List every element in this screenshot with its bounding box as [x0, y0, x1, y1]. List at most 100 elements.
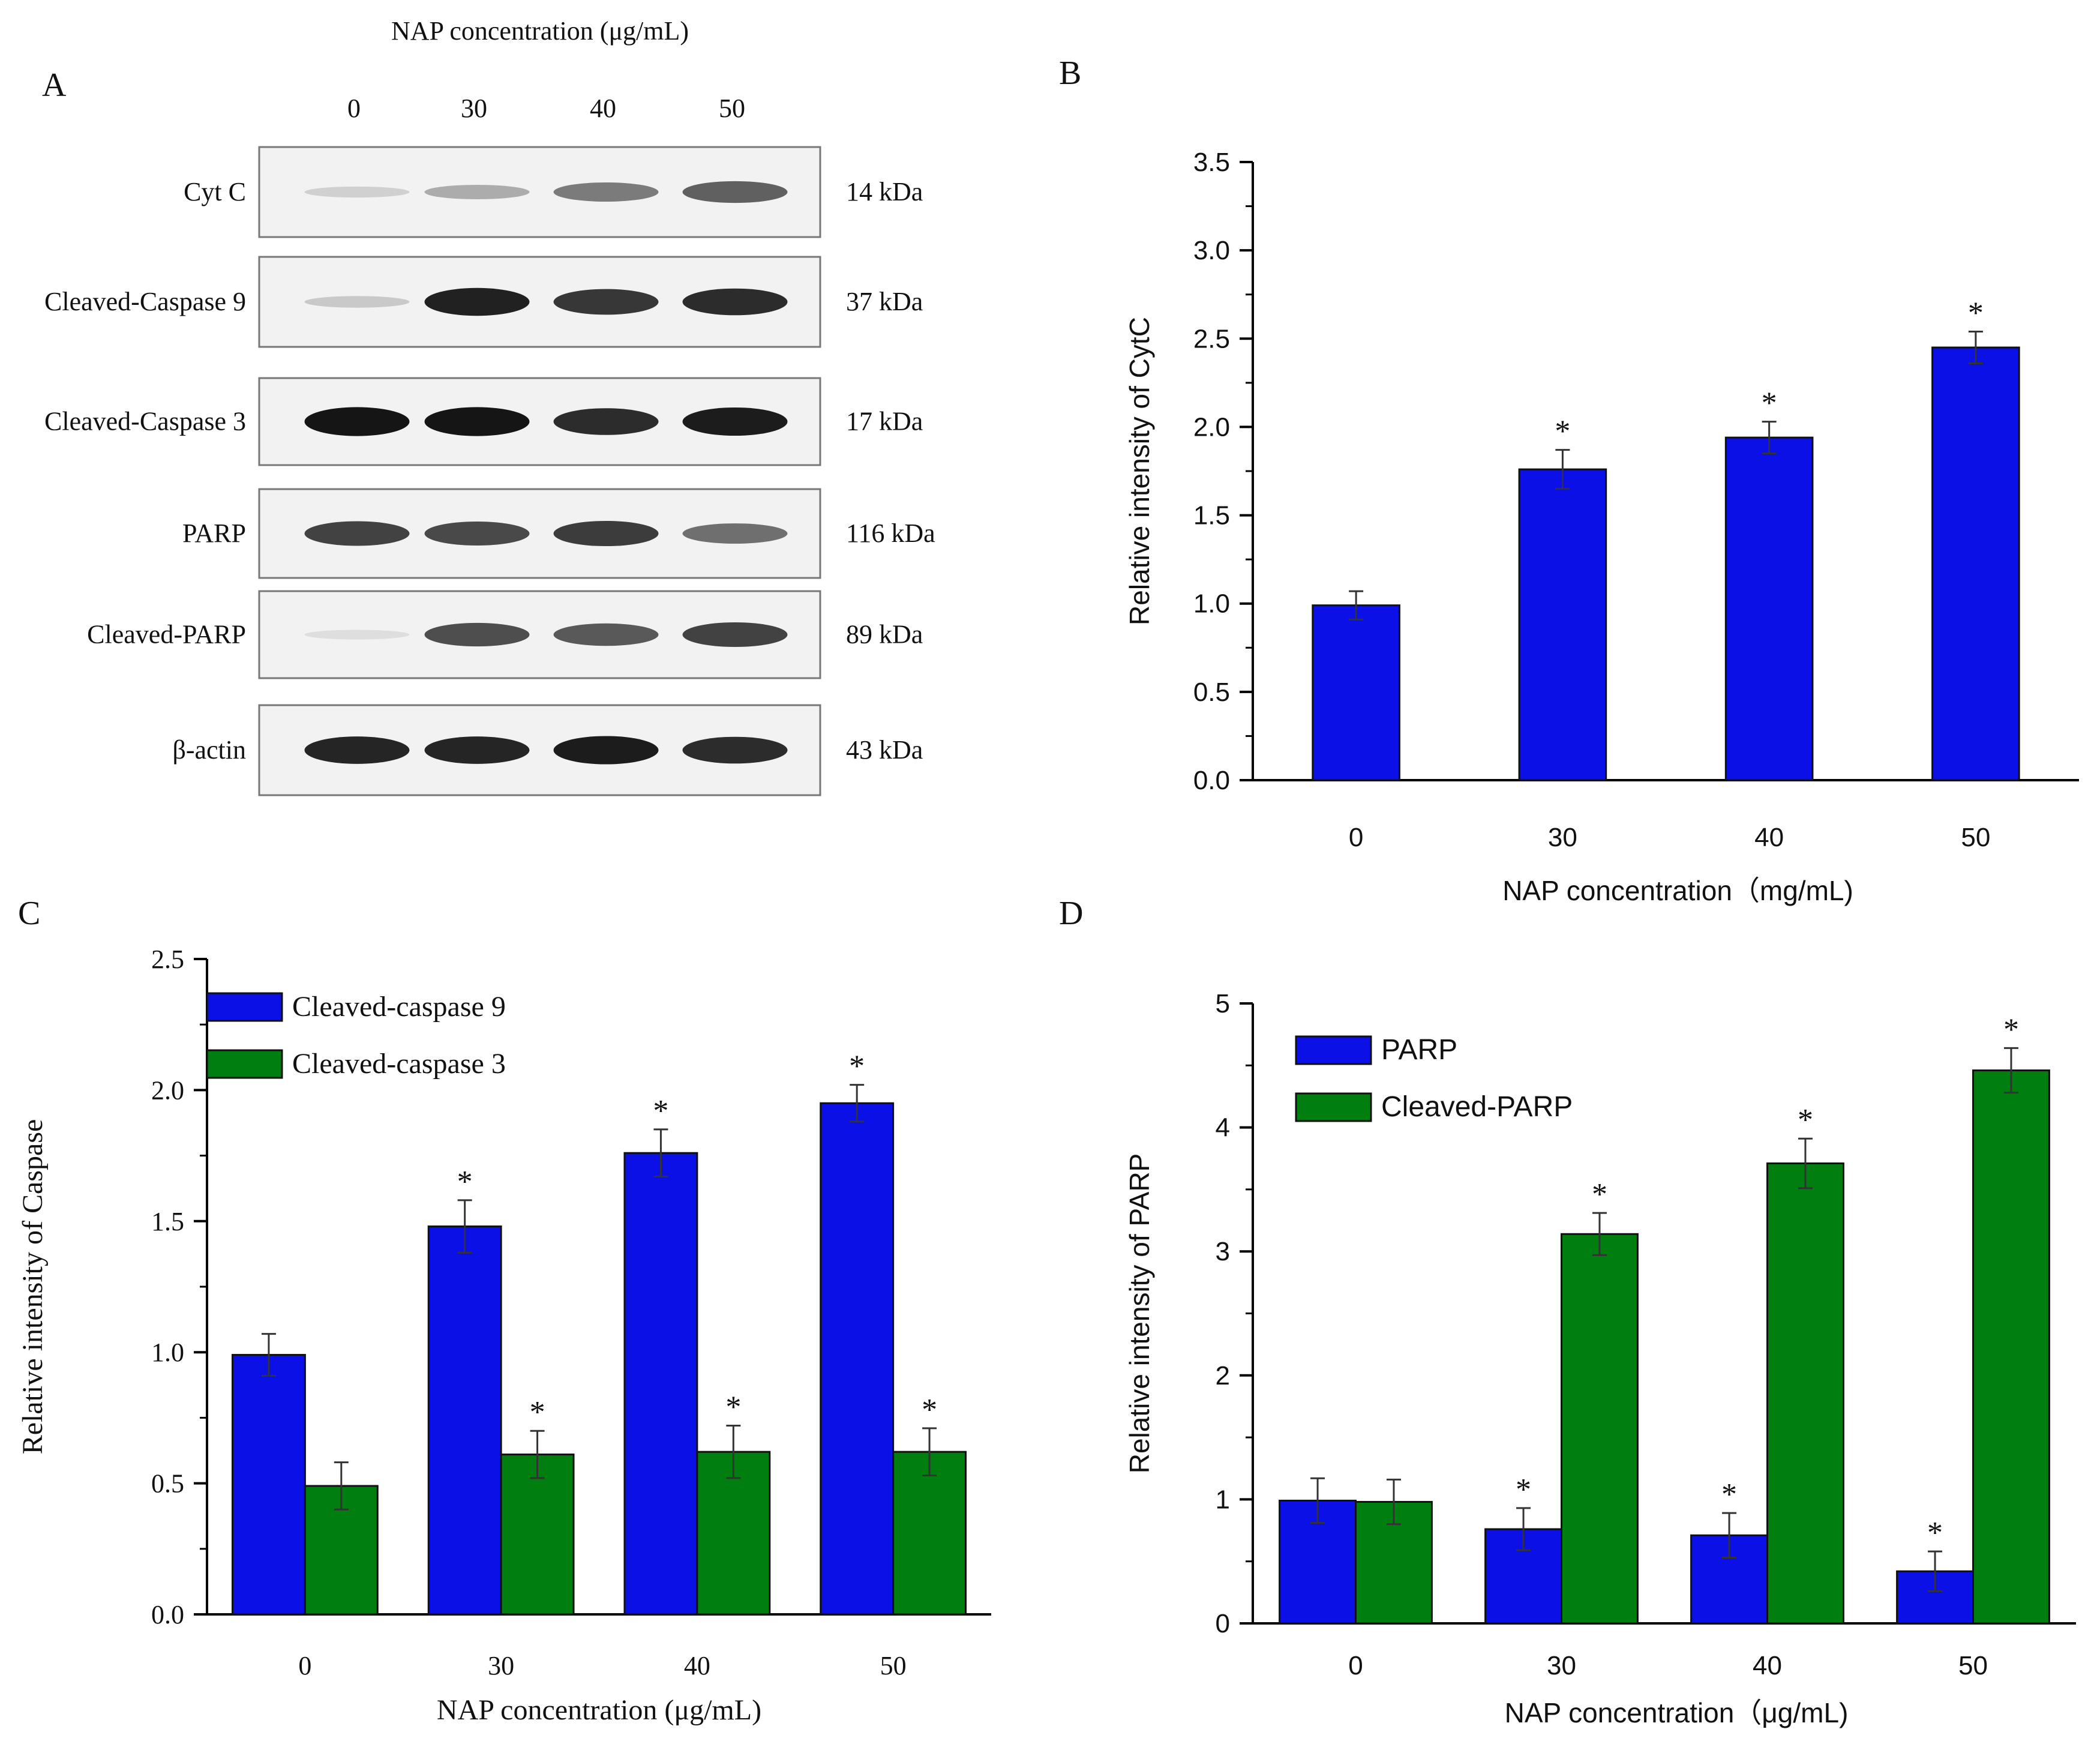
- panel-label-a: A: [42, 67, 67, 104]
- legend-label: Cleaved-caspase 3: [292, 1048, 506, 1080]
- blot-band: [682, 288, 788, 316]
- significance-marker: *: [1927, 1516, 1943, 1550]
- protein-label: PARP: [182, 519, 246, 548]
- significance-marker: *: [1516, 1473, 1531, 1507]
- blot-band: [682, 736, 788, 764]
- bar: [1931, 346, 2020, 781]
- legend-label: Cleaved-PARP: [1381, 1091, 1573, 1123]
- panel-label-d: D: [1059, 895, 1083, 932]
- blot-row: Cleaved-PARP 89 kDa: [87, 590, 923, 679]
- x-tick-label: 0: [1349, 823, 1363, 852]
- y-tick-label: 3.0: [1193, 236, 1230, 265]
- blot-rows: Cyt C 14 kDa Cleaved-Caspase 9 37 kDa Cleave…: [44, 146, 935, 796]
- y-axis-label: Relative intensity of Caspase: [17, 1119, 49, 1455]
- y-axis-label: Relative intensity of CytC: [1124, 317, 1155, 625]
- blot-header: NAP concentration (μg/mL): [391, 16, 689, 46]
- blot-band: [553, 520, 659, 547]
- kda-label: 14 kDa: [846, 177, 923, 206]
- western-blot-panel: A NAP concentration (μg/mL) 0 30 40 50 Cyt …: [42, 16, 935, 796]
- x-tick-label: 30: [1547, 1651, 1576, 1680]
- significance-marker: *: [1798, 1103, 1813, 1137]
- x-tick-label: 50: [1961, 823, 1990, 852]
- y-tick-label: 1.0: [1193, 589, 1230, 619]
- y-tick-label: 2.0: [151, 1075, 184, 1105]
- y-tick-label: 1.5: [151, 1207, 184, 1236]
- x-axis-label: NAP concentration（μg/mL): [1505, 1697, 1849, 1728]
- y-tick-label: 0.5: [1193, 678, 1230, 707]
- significance-marker: *: [457, 1165, 473, 1199]
- blot-band: [682, 622, 788, 647]
- blot-band: [424, 407, 530, 436]
- bar: [231, 1354, 306, 1616]
- significance-marker: *: [653, 1094, 668, 1128]
- blot-row: Cyt C 14 kDa: [184, 146, 923, 238]
- y-tick-label: 1: [1216, 1485, 1230, 1514]
- blot-band: [682, 523, 788, 544]
- significance-marker: *: [1592, 1177, 1607, 1212]
- lane-label: 0: [347, 94, 361, 123]
- lane-label: 30: [461, 94, 487, 123]
- kda-label: 17 kDa: [846, 407, 923, 436]
- blot-band: [304, 186, 410, 198]
- blot-band: [553, 182, 659, 202]
- bar: [1972, 1069, 2050, 1625]
- bar: [500, 1454, 575, 1616]
- kda-label: 43 kDa: [846, 735, 923, 765]
- y-tick-label: 2.5: [1193, 324, 1230, 353]
- blot-band: [682, 407, 788, 436]
- y-tick-label: 3.5: [1193, 148, 1230, 177]
- y-tick-label: 1.5: [1193, 501, 1230, 531]
- y-axis-label: Relative intensity of PARP: [1124, 1153, 1155, 1474]
- legend: PARP Cleaved-PARP: [1295, 1034, 1573, 1123]
- blot-band: [682, 181, 788, 203]
- x-tick-label: 50: [1958, 1651, 1988, 1680]
- chart-panel-b: B 0.0 0.5 1.0 1.5 2.0 2.5 3.0 3.5 Relative inten…: [1059, 55, 2079, 906]
- legend-swatch: [1295, 1092, 1372, 1122]
- legend: Cleaved-caspase 9 Cleaved-caspase 3: [206, 991, 506, 1080]
- bar: [623, 1152, 698, 1616]
- blot-band: [424, 736, 530, 764]
- blot-band: [553, 736, 659, 765]
- x-tick-label: 40: [1754, 823, 1784, 852]
- bar: [1766, 1162, 1844, 1625]
- bar: [820, 1102, 895, 1616]
- bar: [427, 1225, 502, 1616]
- blot-band: [304, 630, 410, 640]
- significance-marker: *: [530, 1395, 545, 1430]
- lane-label: 40: [590, 94, 616, 123]
- chart-c: 0.0 0.5 1.0 1.5 2.0 2.5 Relative intensity of …: [17, 945, 991, 1726]
- blot-band: [424, 622, 530, 647]
- bar: [1518, 468, 1607, 781]
- kda-label: 116 kDa: [846, 519, 935, 548]
- significance-marker: *: [725, 1391, 741, 1425]
- significance-marker: *: [1721, 1478, 1737, 1512]
- panel-label-b: B: [1059, 55, 1081, 92]
- x-tick-label: 30: [1548, 823, 1577, 852]
- y-tick-label: 3: [1216, 1237, 1230, 1266]
- kda-label: 89 kDa: [846, 620, 923, 649]
- significance-marker: *: [849, 1050, 865, 1084]
- protein-label: Cleaved-PARP: [87, 620, 246, 649]
- chart-b: 0.0 0.5 1.0 1.5 2.0 2.5 3.0 3.5 Relative intensi…: [1124, 148, 2079, 906]
- significance-marker: *: [1762, 386, 1777, 421]
- blot-band: [424, 287, 530, 316]
- y-tick-label: 2.5: [151, 945, 184, 974]
- legend-swatch: [206, 992, 283, 1022]
- y-tick-label: 0: [1216, 1609, 1230, 1638]
- x-tick-label: 50: [880, 1651, 907, 1680]
- kda-label: 37 kDa: [846, 287, 923, 316]
- blot-row: PARP 116 kDa: [182, 488, 935, 579]
- legend-label: Cleaved-caspase 9: [292, 991, 506, 1023]
- x-tick-label: 30: [488, 1651, 514, 1680]
- y-tick-label: 0.0: [1193, 766, 1230, 795]
- protein-label: Cleaved-Caspase 9: [44, 287, 246, 316]
- blot-row: Cleaved-Caspase 3 17 kDa: [44, 377, 923, 466]
- bar: [1312, 604, 1400, 781]
- significance-marker: *: [1968, 296, 1984, 331]
- x-tick-label: 40: [684, 1651, 710, 1680]
- blot-band: [424, 184, 530, 200]
- blot-band: [424, 522, 530, 546]
- blot-band: [304, 407, 410, 436]
- y-tick-label: 0.5: [151, 1469, 184, 1499]
